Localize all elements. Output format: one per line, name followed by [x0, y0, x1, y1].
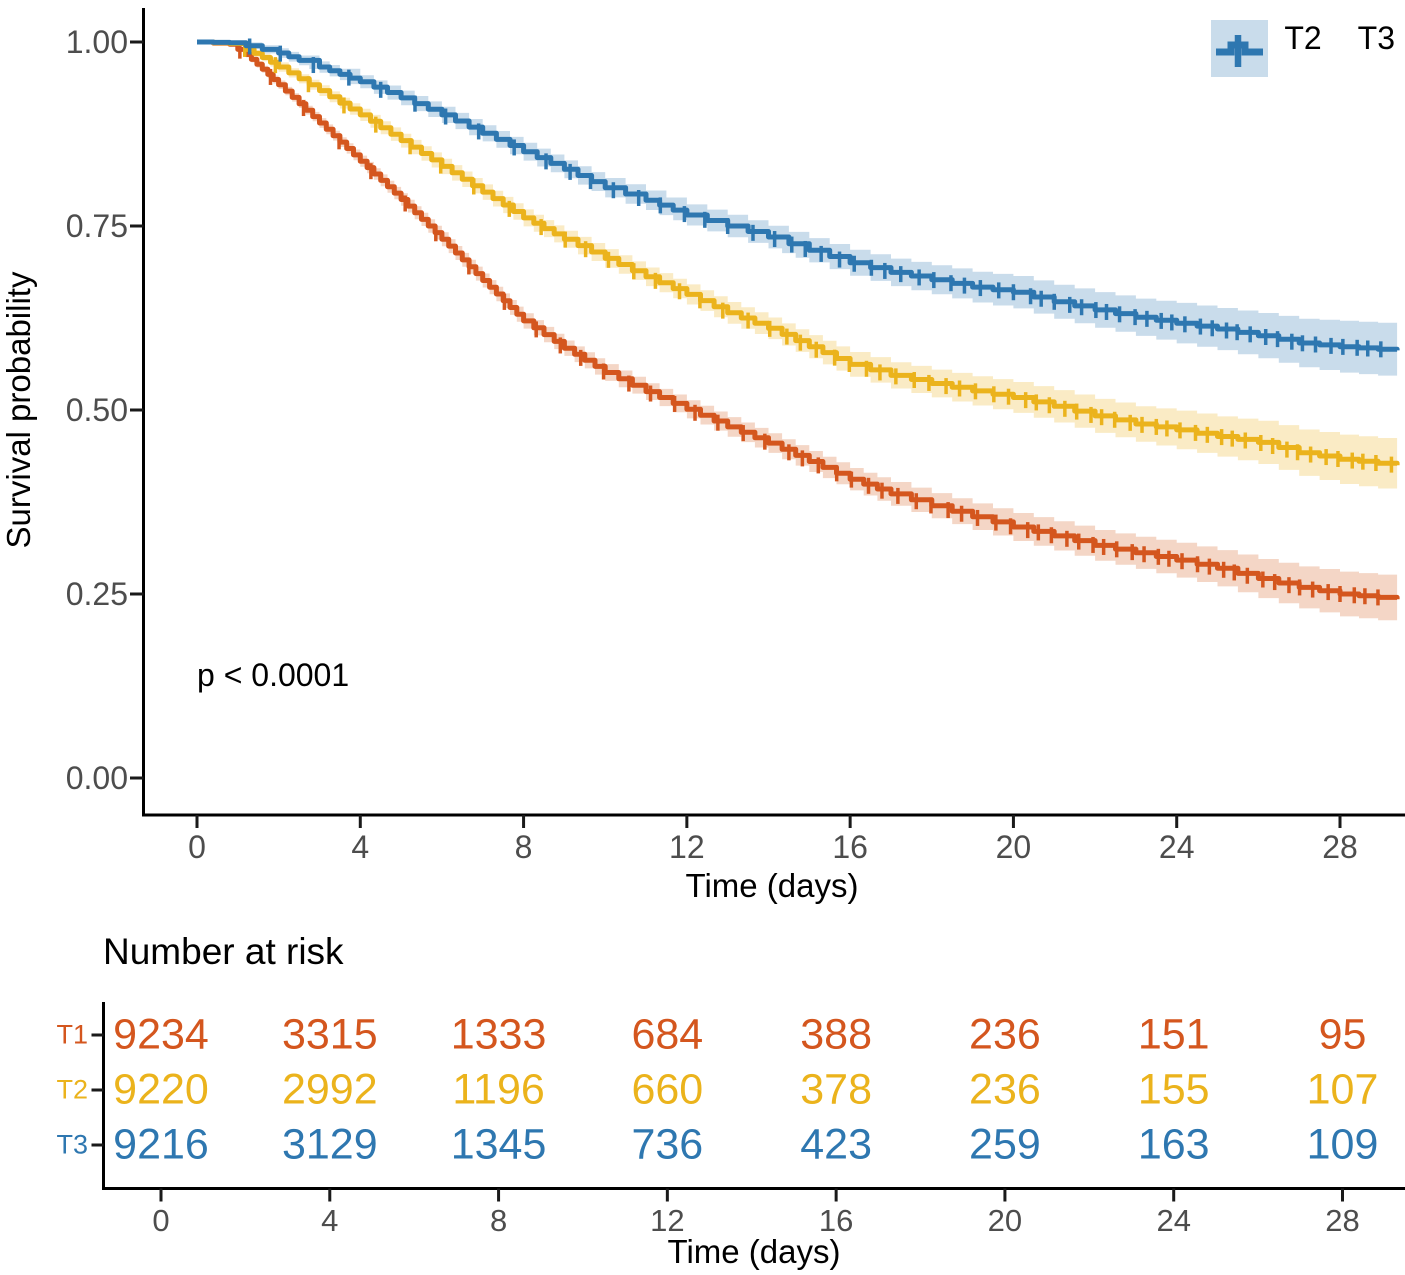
- risk-count: 388: [800, 1010, 872, 1059]
- risk-row-label: T3: [56, 1129, 88, 1160]
- number-at-risk-table: Number at risk T1 9234 3315 1333 684 388 236 15…: [0, 905, 1405, 1275]
- survival-curves: [197, 38, 1400, 606]
- risk-count: 378: [800, 1065, 872, 1114]
- x-tick-label: 0: [188, 829, 206, 865]
- legend-label-t2: T2: [1284, 20, 1322, 56]
- y-tick-label: 0.50: [66, 392, 128, 428]
- risk-count: 163: [1137, 1120, 1210, 1169]
- risk-table-x-axis-title: Time (days): [667, 1233, 841, 1270]
- x-tick-label: 12: [669, 829, 705, 865]
- risk-count: 2992: [281, 1065, 378, 1114]
- curve-group-T1: [197, 39, 1400, 606]
- risk-count: 3129: [281, 1120, 378, 1169]
- risk-count: 3315: [281, 1010, 378, 1059]
- y-tick-label: 0.00: [66, 760, 128, 796]
- risk-count: 736: [631, 1120, 704, 1169]
- risk-x-tick-label: 16: [818, 1203, 854, 1238]
- risk-count: 423: [800, 1120, 872, 1169]
- risk-x-tick-label: 4: [321, 1203, 339, 1238]
- legend-item-t2: T2: [1210, 20, 1322, 77]
- x-tick-label: 8: [515, 829, 533, 865]
- y-tick-label: 1.00: [66, 24, 128, 60]
- legend: T1 T2 T3: [1210, 20, 1395, 77]
- y-axis-title: Survival probability: [0, 271, 37, 548]
- risk-x-tick-label: 28: [1325, 1203, 1360, 1238]
- risk-count: 95: [1318, 1010, 1367, 1059]
- ci-band-T2: [197, 42, 1398, 491]
- x-tick-label: 24: [1159, 829, 1195, 865]
- x-tick-label: 16: [832, 829, 868, 865]
- risk-count: 9216: [113, 1120, 209, 1169]
- risk-row-label: T2: [56, 1074, 88, 1105]
- risk-count: 109: [1306, 1120, 1379, 1169]
- risk-x-tick-label: 12: [650, 1203, 685, 1238]
- risk-count: 1345: [450, 1120, 547, 1169]
- km-curve-T2: [197, 39, 1400, 466]
- risk-table-axes: [91, 1002, 1405, 1202]
- axis-tick-labels: 0 4 8 12 16 20 24 28 1.00 0.75 0.50 0.25 0.00: [66, 24, 1358, 865]
- x-tick-label: 20: [996, 829, 1032, 865]
- risk-count: 155: [1137, 1065, 1210, 1114]
- risk-count: 151: [1137, 1010, 1210, 1059]
- x-tick-label: 28: [1322, 829, 1358, 865]
- risk-x-tick-label: 0: [152, 1203, 170, 1238]
- ci-band-T3: [197, 42, 1398, 378]
- risk-x-tick-label: 8: [489, 1203, 508, 1238]
- legend-key-t3-icon: [1210, 20, 1268, 77]
- risk-x-tick-label: 20: [987, 1203, 1023, 1238]
- p-value-annotation: p < 0.0001: [197, 657, 349, 693]
- x-tick-label: 4: [351, 829, 369, 865]
- y-tick-label: 0.25: [66, 576, 128, 612]
- risk-count: 259: [969, 1120, 1041, 1169]
- curve-group-T3: [197, 38, 1400, 358]
- risk-count: 660: [631, 1065, 704, 1114]
- risk-count: 1333: [450, 1010, 547, 1059]
- risk-count: 9234: [113, 1010, 209, 1059]
- risk-row-label: T1: [56, 1019, 88, 1050]
- risk-count: 684: [631, 1010, 704, 1059]
- x-axis-title: Time (days): [686, 867, 859, 904]
- curve-group-T2: [197, 39, 1400, 473]
- y-tick-label: 0.75: [66, 208, 128, 244]
- risk-x-tick-label: 24: [1156, 1203, 1191, 1238]
- risk-count: 107: [1306, 1065, 1379, 1114]
- legend-label-t3: T3: [1357, 20, 1395, 56]
- risk-table-title: Number at risk: [103, 931, 344, 972]
- legend-item-t3: T3: [1210, 20, 1395, 77]
- survival-plot: 0 4 8 12 16 20 24 28 1.00 0.75 0.50 0.25 0.00 p < 0.…: [0, 8, 1405, 904]
- risk-count: 236: [969, 1010, 1041, 1059]
- plot-axes: [130, 8, 1405, 828]
- risk-count: 236: [969, 1065, 1041, 1114]
- risk-count: 1196: [452, 1065, 545, 1114]
- risk-count: 9220: [113, 1065, 209, 1114]
- km-curve-T3: [197, 39, 1400, 352]
- ci-band-T1: [197, 42, 1398, 623]
